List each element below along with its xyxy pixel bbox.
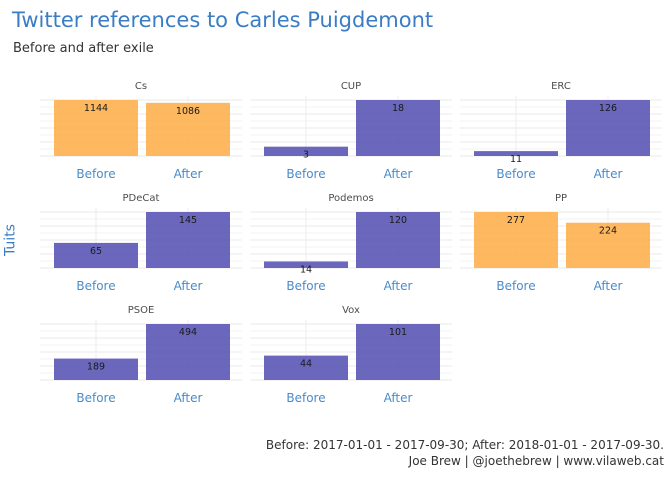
chart-subtitle: Before and after exile [13, 41, 154, 56]
facet-label-pp: PP [555, 193, 567, 204]
x-tick-label: After [384, 167, 413, 181]
facet-label-vox: Vox [342, 305, 360, 316]
x-tick-label: After [174, 279, 203, 293]
data-label-cup-after: 18 [392, 103, 404, 114]
x-tick-label: After [594, 279, 623, 293]
x-tick-label: After [174, 391, 203, 405]
facet-label-pdecat: PDeCat [123, 193, 160, 204]
data-label-podemos-after: 120 [389, 215, 407, 226]
x-tick-label: Before [76, 167, 115, 181]
data-label-erc-after: 126 [599, 103, 617, 114]
bar-psoe-before [54, 358, 138, 380]
bar-cs-after [146, 102, 230, 156]
bar-vox-before [264, 355, 348, 380]
data-label-erc-before: 11 [510, 154, 522, 165]
bar-pdecat-before [54, 242, 138, 268]
data-label-psoe-before: 189 [87, 362, 105, 373]
bar-psoe-after [146, 324, 230, 380]
caption-credit: Joe Brew | @joethebrew | www.vilaweb.cat [408, 454, 664, 468]
data-label-vox-after: 101 [389, 327, 407, 338]
bar-cs-before [54, 100, 138, 156]
bar-pp-after [566, 222, 650, 268]
bar-erc-after [566, 100, 650, 156]
data-label-pdecat-before: 65 [90, 246, 102, 257]
bar-pp-before [474, 212, 558, 268]
data-label-cup-before: 3 [303, 150, 309, 161]
x-tick-label: Before [496, 167, 535, 181]
facet-label-podemos: Podemos [328, 193, 373, 204]
x-tick-label: After [174, 167, 203, 181]
data-label-cs-before: 1144 [84, 103, 108, 114]
data-label-podemos-before: 14 [300, 264, 312, 275]
x-tick-label: Before [286, 391, 325, 405]
bar-vox-after [356, 324, 440, 380]
data-label-pp-before: 277 [507, 215, 525, 226]
caption-date-range: Before: 2017-01-01 - 2017-09-30; After: … [265, 438, 664, 452]
bar-podemos-before [264, 261, 348, 268]
facet-label-cup: CUP [341, 81, 361, 92]
x-tick-label: Before [286, 279, 325, 293]
x-tick-label: Before [286, 167, 325, 181]
x-tick-label: Before [76, 391, 115, 405]
bar-podemos-after [356, 212, 440, 268]
bar-cup-before [264, 146, 348, 156]
bar-erc-before [474, 151, 558, 156]
facet-label-cs: Cs [135, 81, 147, 92]
facet-label-erc: ERC [551, 81, 571, 92]
bar-cup-after [356, 100, 440, 156]
facet-label-psoe: PSOE [128, 305, 155, 316]
x-tick-label: After [594, 167, 623, 181]
data-label-pp-after: 224 [599, 226, 617, 237]
data-label-psoe-after: 494 [179, 327, 197, 338]
data-label-pdecat-after: 145 [179, 215, 197, 226]
bar-pdecat-after [146, 212, 230, 268]
x-tick-label: Before [496, 279, 535, 293]
data-label-cs-after: 1086 [176, 106, 200, 117]
x-tick-label: After [384, 391, 413, 405]
x-tick-label: After [384, 279, 413, 293]
data-label-vox-before: 44 [300, 359, 312, 370]
x-tick-label: Before [76, 279, 115, 293]
chart-title: Twitter references to Carles Puigdemont [12, 8, 434, 32]
